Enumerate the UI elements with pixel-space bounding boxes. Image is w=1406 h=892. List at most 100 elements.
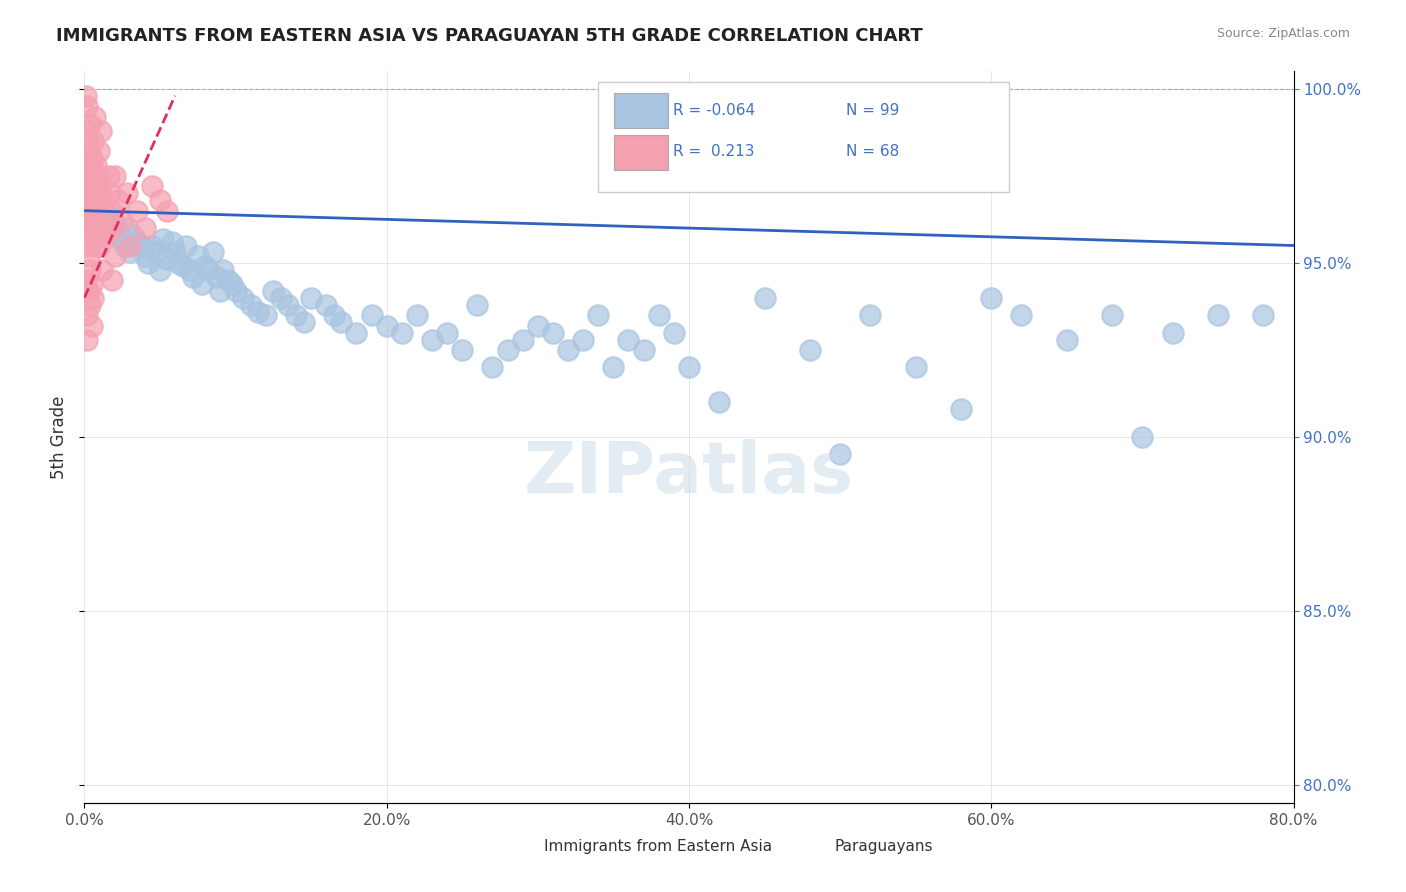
Y-axis label: 5th Grade: 5th Grade <box>49 395 67 479</box>
Point <box>174 238 197 252</box>
Point <box>221 277 243 291</box>
Point <box>76 134 98 148</box>
Point <box>156 252 179 267</box>
Point <box>156 203 179 218</box>
Point <box>980 291 1002 305</box>
Point <box>77 249 100 263</box>
Point <box>84 110 107 124</box>
FancyBboxPatch shape <box>599 82 1010 192</box>
Point <box>1161 326 1184 340</box>
Point <box>191 277 214 291</box>
Point <box>104 169 127 183</box>
Point <box>89 145 111 159</box>
Point <box>100 273 122 287</box>
Point <box>1253 308 1275 322</box>
Point <box>96 221 118 235</box>
Point <box>90 123 112 137</box>
Point <box>481 360 503 375</box>
Point <box>904 360 927 375</box>
Point <box>76 333 98 347</box>
FancyBboxPatch shape <box>614 135 668 170</box>
Point <box>89 179 111 194</box>
Point <box>950 402 973 417</box>
Point <box>212 263 235 277</box>
Point <box>496 343 519 357</box>
Point <box>98 186 121 201</box>
Point <box>207 269 229 284</box>
Point <box>79 298 101 312</box>
Point <box>97 228 120 243</box>
Point <box>111 214 134 228</box>
Point <box>75 179 97 194</box>
Text: Paraguayans: Paraguayans <box>834 839 932 855</box>
Point <box>87 169 110 183</box>
Point <box>527 318 550 333</box>
Point <box>406 308 429 322</box>
Point <box>84 193 107 207</box>
Point <box>146 245 169 260</box>
Point <box>136 256 159 270</box>
Point <box>225 284 247 298</box>
FancyBboxPatch shape <box>614 94 668 128</box>
Point <box>375 318 398 333</box>
Point <box>77 203 100 218</box>
Point <box>90 186 112 201</box>
Text: IMMIGRANTS FROM EASTERN ASIA VS PARAGUAYAN 5TH GRADE CORRELATION CHART: IMMIGRANTS FROM EASTERN ASIA VS PARAGUAY… <box>56 27 922 45</box>
Point <box>94 211 117 225</box>
Point <box>467 298 489 312</box>
Point <box>94 214 117 228</box>
Point <box>77 284 100 298</box>
Point <box>89 200 111 214</box>
Point <box>194 260 217 274</box>
Point <box>239 298 262 312</box>
Point <box>152 231 174 245</box>
Text: R =  0.213: R = 0.213 <box>673 145 755 160</box>
Point <box>131 238 153 252</box>
Point <box>82 186 104 201</box>
Point <box>1101 308 1123 322</box>
Point <box>588 308 610 322</box>
Point <box>172 260 194 274</box>
Point <box>209 284 232 298</box>
Point <box>79 117 101 131</box>
Point <box>118 245 141 260</box>
Point <box>617 333 640 347</box>
Point <box>141 179 163 194</box>
Point <box>292 315 315 329</box>
Point <box>80 318 103 333</box>
Point <box>79 263 101 277</box>
Point <box>87 193 110 207</box>
Point <box>1206 308 1229 322</box>
Point <box>101 221 124 235</box>
Point <box>121 228 143 243</box>
Point <box>75 88 97 103</box>
Point <box>662 326 685 340</box>
Point <box>76 228 98 243</box>
Point <box>84 203 107 218</box>
FancyBboxPatch shape <box>479 833 529 860</box>
Point <box>187 249 209 263</box>
Point <box>107 193 129 207</box>
Point <box>96 221 118 235</box>
Point <box>75 273 97 287</box>
Point <box>79 158 101 172</box>
Point <box>80 179 103 194</box>
Point <box>76 99 98 113</box>
Text: R = -0.064: R = -0.064 <box>673 103 755 118</box>
Point <box>360 308 382 322</box>
Point <box>1056 333 1078 347</box>
Point <box>346 326 368 340</box>
Point <box>115 221 138 235</box>
Point <box>77 238 100 252</box>
Point <box>197 263 219 277</box>
Point <box>541 326 564 340</box>
Point <box>149 263 172 277</box>
Point <box>633 343 655 357</box>
Point <box>104 249 127 263</box>
Point <box>1011 308 1033 322</box>
Point <box>76 152 98 166</box>
Point <box>80 158 103 172</box>
Point <box>82 291 104 305</box>
Point <box>165 245 187 260</box>
Point <box>277 298 299 312</box>
